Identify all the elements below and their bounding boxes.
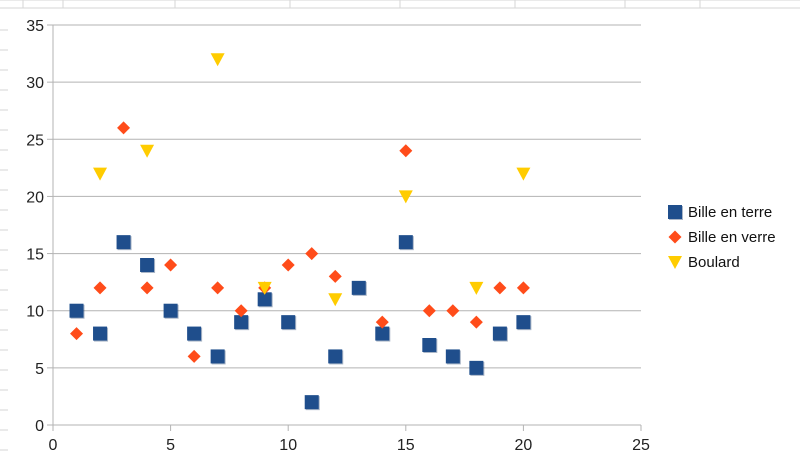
data-point	[69, 303, 84, 318]
data-point	[493, 281, 507, 295]
data-point	[163, 303, 178, 318]
data-point	[117, 121, 131, 135]
series-1	[69, 235, 532, 411]
legend-item: Boulard	[668, 254, 740, 271]
top-border-lines	[0, 0, 800, 451]
data-point	[375, 315, 389, 329]
data-point	[93, 167, 108, 181]
legend-marker	[668, 256, 682, 269]
data-point	[234, 315, 249, 330]
y-axis-ticks: 0 5 10 15 20 25 30 35	[26, 18, 53, 435]
x-tick-label: 15	[397, 437, 415, 454]
data-point	[210, 349, 225, 364]
axes	[52, 25, 641, 426]
data-point	[305, 247, 319, 261]
data-point	[375, 326, 390, 341]
data-point	[281, 315, 296, 330]
data-point	[328, 349, 343, 364]
data-point	[516, 281, 530, 295]
data-points	[69, 53, 532, 411]
data-point	[446, 304, 460, 318]
legend-item: Bille en verre	[668, 229, 776, 246]
data-point	[422, 338, 437, 352]
data-point	[70, 327, 84, 341]
data-point	[93, 326, 108, 341]
legend-marker	[668, 230, 682, 244]
data-point	[351, 280, 366, 295]
data-point	[211, 281, 225, 295]
data-point	[93, 281, 107, 295]
data-point	[304, 395, 319, 410]
legend-label: Bille en terre	[688, 204, 772, 221]
y-tick-label: 35	[26, 18, 44, 35]
data-point	[116, 235, 131, 250]
data-point	[281, 258, 295, 272]
legend-label: Boulard	[688, 254, 740, 271]
data-point	[140, 258, 155, 272]
y-tick-label: 5	[35, 361, 44, 378]
data-point	[187, 349, 201, 363]
x-tick-label: 20	[515, 437, 533, 454]
legend-marker	[668, 205, 682, 219]
data-point	[516, 315, 531, 330]
series-2	[70, 121, 530, 363]
y-tick-label: 0	[35, 418, 44, 435]
y-tick-label: 15	[26, 247, 44, 264]
data-point	[516, 167, 531, 181]
data-point	[469, 281, 484, 295]
data-point	[492, 326, 507, 341]
data-point	[257, 292, 272, 307]
legend-label: Bille en verre	[688, 229, 776, 246]
data-point	[187, 326, 202, 341]
data-point	[140, 144, 155, 158]
data-point	[140, 281, 154, 295]
data-point	[469, 315, 483, 329]
x-axis-ticks: 0 5 10 15 20 25	[49, 425, 650, 454]
data-point	[399, 144, 413, 158]
data-point	[234, 304, 248, 318]
legend: Bille en terre Bille en verre Boulard	[668, 204, 776, 271]
y-tick-label: 10	[26, 304, 44, 321]
data-point	[398, 190, 413, 204]
legend-item: Bille en terre	[668, 204, 772, 221]
data-point	[328, 293, 343, 307]
data-point	[398, 235, 413, 250]
gridlines	[53, 24, 641, 426]
x-tick-label: 5	[166, 437, 175, 454]
series-3	[93, 53, 531, 307]
data-point	[210, 53, 225, 67]
y-tick-label: 25	[26, 132, 44, 149]
x-tick-label: 10	[279, 437, 297, 454]
data-point	[164, 258, 178, 272]
data-point	[445, 349, 460, 364]
y-tick-label: 20	[26, 189, 44, 206]
data-point	[257, 281, 272, 295]
data-point	[422, 304, 436, 318]
x-tick-label: 25	[632, 437, 650, 454]
y-tick-label: 30	[26, 75, 44, 92]
x-tick-label: 0	[49, 437, 58, 454]
data-point	[469, 360, 484, 375]
data-point	[328, 269, 342, 283]
